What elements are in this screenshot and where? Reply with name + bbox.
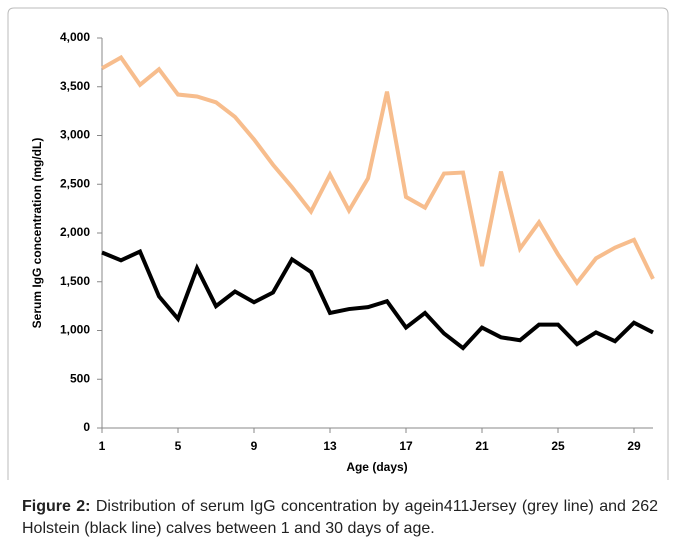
y-tick-label: 2,500: [60, 176, 90, 190]
x-tick-label: 5: [175, 439, 182, 453]
y-tick-label: 2,000: [60, 225, 90, 239]
x-axis-label: Age (days): [346, 460, 407, 474]
y-tick-label: 4,000: [60, 30, 90, 44]
x-tick-label: 17: [399, 439, 413, 453]
x-tick-label: 9: [251, 439, 258, 453]
x-tick-label: 13: [323, 439, 337, 453]
series-line: [101, 248, 654, 351]
x-tick-label: 21: [475, 439, 489, 453]
frame: [7, 7, 669, 480]
y-tick-label: 1,000: [60, 323, 90, 337]
series-line: [101, 54, 655, 287]
caption-label: Figure 2:: [22, 498, 91, 515]
caption: Figure 2: Distribution of serum IgG conc…: [22, 496, 658, 540]
x-tick-label: 29: [627, 439, 641, 453]
y-axis-label: Serum IgG concentration (mg/dL): [30, 138, 44, 329]
y-tick-label: 1,500: [60, 274, 90, 288]
y-tick-label: 0: [83, 420, 90, 434]
chart: Age (days) Serum IgG concentration (mg/d…: [7, 7, 669, 480]
caption-text: Distribution of serum IgG concentration …: [22, 498, 659, 537]
x-tick-label: 25: [551, 439, 565, 453]
y-tick-label: 500: [70, 371, 90, 385]
y-tick-label: 3,500: [60, 79, 90, 93]
y-tick-label: 3,000: [60, 128, 90, 142]
x-tick-label: 1: [99, 439, 106, 453]
